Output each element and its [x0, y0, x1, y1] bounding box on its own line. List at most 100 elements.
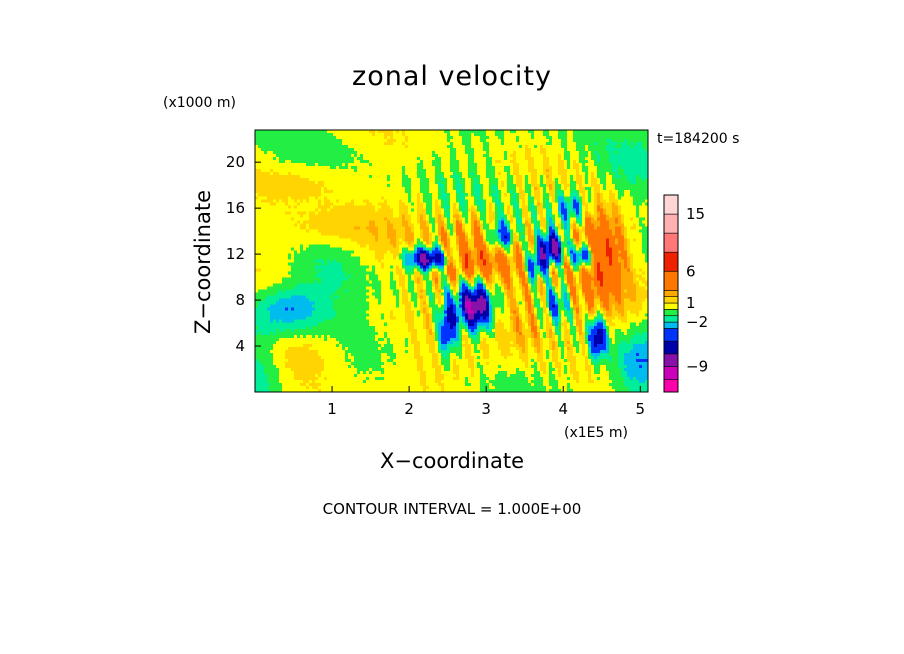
heatmap-cell: [297, 223, 301, 227]
heatmap-cell: [312, 142, 316, 146]
heatmap-cell: [264, 169, 268, 173]
heatmap-cell: [357, 160, 361, 164]
heatmap-cell: [429, 223, 433, 227]
heatmap-cell: [339, 172, 343, 176]
heatmap-cell: [459, 226, 463, 230]
heatmap-cell: [555, 223, 559, 227]
heatmap-cell: [534, 175, 538, 179]
heatmap-cell: [300, 211, 304, 215]
heatmap-cell: [255, 181, 259, 185]
heatmap-cell: [399, 133, 403, 137]
heatmap-cell: [600, 205, 604, 209]
heatmap-cell: [456, 199, 460, 203]
heatmap-cell: [471, 139, 475, 143]
heatmap-cell: [306, 151, 310, 155]
heatmap-cell: [582, 193, 586, 197]
heatmap-cell: [489, 235, 493, 240]
heatmap-cell: [327, 235, 331, 240]
heatmap-cell: [552, 208, 556, 212]
heatmap-cell: [606, 136, 610, 140]
heatmap-cell: [423, 214, 427, 218]
heatmap-cell: [519, 238, 523, 243]
heatmap-cell: [591, 232, 595, 236]
heatmap-cell: [540, 202, 544, 206]
heatmap-cell: [402, 157, 406, 161]
heatmap-cell: [327, 214, 331, 218]
heatmap-cell: [525, 196, 529, 200]
heatmap-cell: [507, 229, 511, 233]
heatmap-cell: [390, 205, 394, 209]
heatmap-cell: [414, 229, 418, 233]
heatmap-cell: [276, 226, 280, 230]
heatmap-cell: [297, 208, 301, 212]
heatmap-cell: [618, 187, 622, 191]
heatmap-cell: [429, 169, 433, 173]
heatmap-cell: [636, 205, 640, 209]
heatmap-cell: [264, 241, 268, 246]
heatmap-cell: [273, 193, 277, 197]
heatmap-cell: [264, 163, 268, 167]
heatmap-cell: [402, 178, 406, 182]
heatmap-cell: [474, 199, 478, 203]
heatmap-cell: [309, 235, 313, 240]
heatmap-cell: [258, 133, 262, 137]
heatmap-cell: [462, 235, 466, 240]
heatmap-cell: [531, 196, 535, 200]
heatmap-cell: [567, 175, 571, 179]
heatmap-cell: [381, 220, 385, 224]
heatmap-cell: [627, 193, 631, 197]
heatmap-cell: [309, 217, 313, 221]
heatmap-cell: [435, 211, 439, 215]
heatmap-cell: [258, 145, 262, 149]
heatmap-cell: [492, 208, 496, 212]
heatmap-cell: [609, 238, 613, 243]
heatmap-cell: [558, 163, 562, 167]
heatmap-cell: [423, 205, 427, 209]
heatmap-cell: [396, 184, 400, 188]
heatmap-cell: [471, 193, 475, 197]
heatmap-cell: [414, 226, 418, 230]
heatmap-cell: [552, 196, 556, 200]
heatmap-cell: [438, 235, 442, 240]
heatmap-cell: [285, 208, 289, 212]
heatmap-cell: [627, 154, 631, 158]
heatmap-cell: [273, 235, 277, 240]
heatmap-cell: [285, 238, 289, 243]
heatmap-cell: [576, 151, 580, 155]
heatmap-cell: [621, 148, 625, 152]
heatmap-cell: [318, 217, 322, 221]
heatmap-cell: [633, 223, 637, 227]
heatmap-cell: [420, 235, 424, 240]
heatmap-cell: [459, 151, 463, 155]
heatmap-cell: [267, 211, 271, 215]
heatmap-cell: [639, 190, 643, 194]
heatmap-cell: [597, 196, 601, 200]
heatmap-cell: [612, 205, 616, 209]
heatmap-cell: [534, 145, 538, 149]
heatmap-cell: [615, 223, 619, 227]
heatmap-cell: [366, 133, 370, 137]
heatmap-cell: [492, 145, 496, 149]
heatmap-cell: [366, 226, 370, 230]
heatmap-cell: [645, 235, 649, 240]
heatmap-cell: [429, 130, 433, 134]
heatmap-cell: [447, 214, 451, 218]
heatmap-cell: [306, 148, 310, 152]
heatmap-cell: [603, 220, 607, 224]
heatmap-cell: [378, 196, 382, 200]
heatmap-cell: [564, 196, 568, 200]
heatmap-cell: [300, 166, 304, 170]
heatmap-cell: [597, 133, 601, 137]
heatmap-cell: [444, 193, 448, 197]
heatmap-cell: [294, 190, 298, 194]
heatmap-cell: [480, 214, 484, 218]
heatmap-cell: [399, 172, 403, 176]
heatmap-cell: [477, 181, 481, 185]
heatmap-cell: [381, 145, 385, 149]
heatmap-cell: [633, 178, 637, 182]
heatmap-cell: [546, 178, 550, 182]
heatmap-cell: [273, 139, 277, 143]
heatmap-cell: [426, 226, 430, 230]
heatmap-cell: [537, 229, 541, 233]
heatmap-cell: [627, 220, 631, 224]
